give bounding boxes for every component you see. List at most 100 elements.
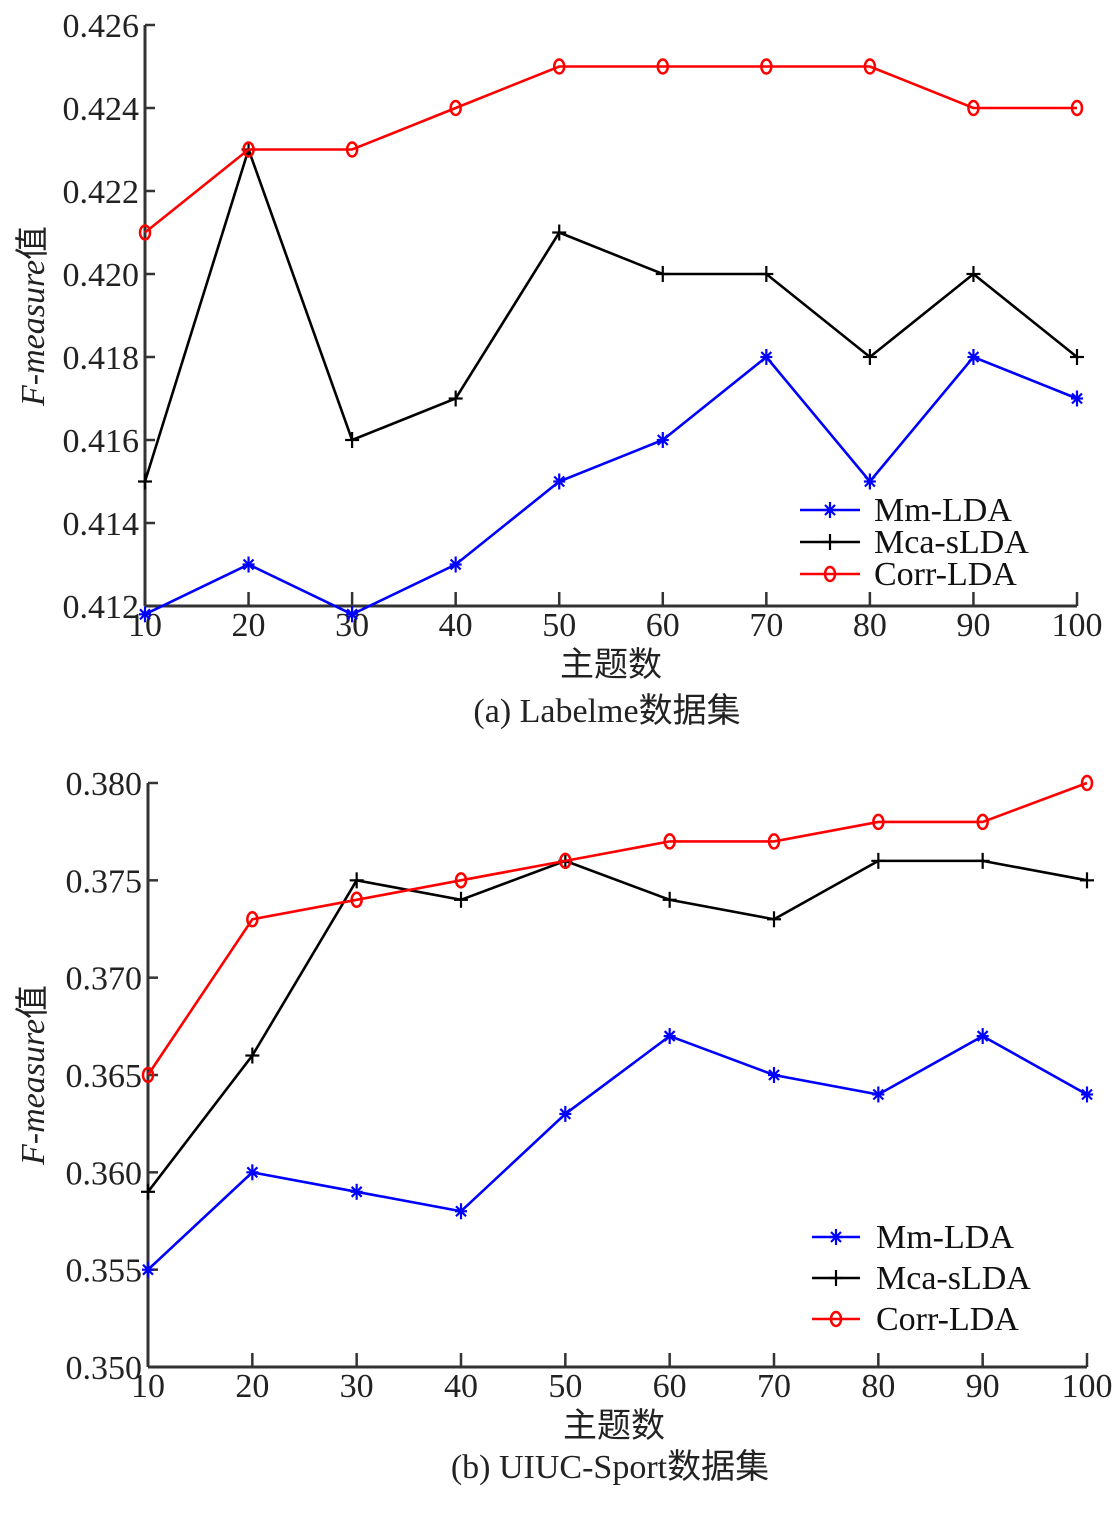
legend-item: Mca-sLDA [800,524,1029,561]
y-tick-label: 0.422 [63,174,140,211]
x-tick-label: 30 [340,1368,374,1405]
marker-circle [138,224,152,241]
x-tick-label: 90 [956,607,990,644]
marker-plus [1080,872,1094,889]
marker-circle [454,872,468,889]
data-point [138,224,152,241]
marker-plus [871,852,886,869]
marker-asterisk [830,1229,842,1245]
marker-asterisk [142,1261,154,1278]
data-point [552,224,567,241]
x-tick-label: 80 [853,607,887,644]
plot-area: 0.350 0.355 0.360 0.365 0.370 0.375 0.380 10 20 3… [66,766,1113,1405]
data-point [760,349,773,365]
marker-plus [1070,349,1084,365]
y-tick-label: 0.355 [66,1253,143,1290]
marker-circle [829,1310,843,1328]
series-line [146,859,1088,1193]
y-tick-label: 0.370 [66,961,143,998]
marker-plus [759,266,774,282]
data-point [242,556,255,573]
data-point [976,1028,989,1045]
marker-asterisk [1071,390,1083,407]
y-tick-label: 0.424 [63,91,140,128]
data-point [1070,99,1084,117]
x-tick-label: 100 [1062,1368,1113,1405]
y-axis-title-italic: F-measure [15,1019,52,1166]
data-point [768,1067,780,1083]
marker-asterisk [346,606,359,623]
data-point [967,349,980,365]
y-axis-title: F-measure值 [14,226,52,407]
marker-circle [967,99,980,117]
marker-plus [767,911,781,928]
marker-circle [863,58,877,75]
data-point [349,872,364,889]
data-point [350,891,363,909]
series-line [146,781,1088,1076]
legend-item: Mm-LDA [800,492,1012,529]
series-corr-lda [141,774,1094,1084]
data-point [655,266,670,282]
marker-asterisk [553,473,566,490]
y-tick-label: 0.365 [66,1058,143,1095]
data-point [559,852,572,870]
x-tick-label: 40 [439,607,473,644]
marker-plus [823,534,837,550]
marker-asterisk [449,556,462,573]
plot-area: 0.412 0.414 0.416 0.418 0.420 0.422 0.424 0.426… [63,8,1103,644]
data-point [759,266,774,282]
marker-asterisk [242,556,255,573]
marker-plus [349,872,364,889]
marker-plus [448,390,463,407]
marker-plus [345,432,360,448]
x-axis-title: 主题数 [560,646,662,684]
marker-circle [976,813,989,831]
y-axis-title-suffix: 值 [14,985,52,1019]
marker-circle [141,1066,155,1084]
data-point [553,473,566,490]
legend-label: Mca-sLDA [874,524,1029,561]
y-tick-label: 0.416 [63,423,140,460]
marker-asterisk [350,1183,363,1200]
legend: Mm-LDA Mca-sLDA Corr-LDA [812,1219,1031,1338]
marker-circle [663,833,676,850]
legend-item: Mca-sLDA [812,1260,1031,1297]
y-tick-label: 0.380 [66,766,143,803]
marker-circle [552,58,566,75]
data-point [863,58,877,75]
data-point [656,432,669,448]
data-point [350,1183,363,1200]
marker-plus [245,1047,260,1064]
marker-plus [141,1183,155,1200]
y-tick-label: 0.412 [63,589,140,626]
y-axis-title: F-measure值 [14,985,52,1166]
marker-plus [655,266,670,282]
marker-circle [246,911,259,928]
series-line [143,145,1078,482]
data-point [448,390,463,407]
marker-circle [350,891,363,909]
data-point [767,911,781,928]
marker-circle [242,141,255,158]
legend-label: Corr-LDA [874,556,1017,593]
marker-asterisk [246,1164,259,1181]
marker-circle [449,99,462,117]
y-tick-label: 0.426 [63,8,140,45]
marker-asterisk [1081,1086,1093,1103]
data-point [449,99,462,117]
data-point [966,266,981,282]
y-tick-label: 0.375 [66,863,143,900]
x-tick-label: 50 [548,1368,582,1405]
data-point [863,473,876,490]
data-point [449,556,462,573]
data-point [455,1203,467,1220]
marker-circle [656,58,670,75]
marker-circle [767,833,781,850]
x-tick-label: 100 [1052,607,1103,644]
series-line [144,355,1078,616]
data-point [138,473,152,490]
legend-label: Mm-LDA [874,492,1012,529]
marker-plus [829,1270,843,1286]
